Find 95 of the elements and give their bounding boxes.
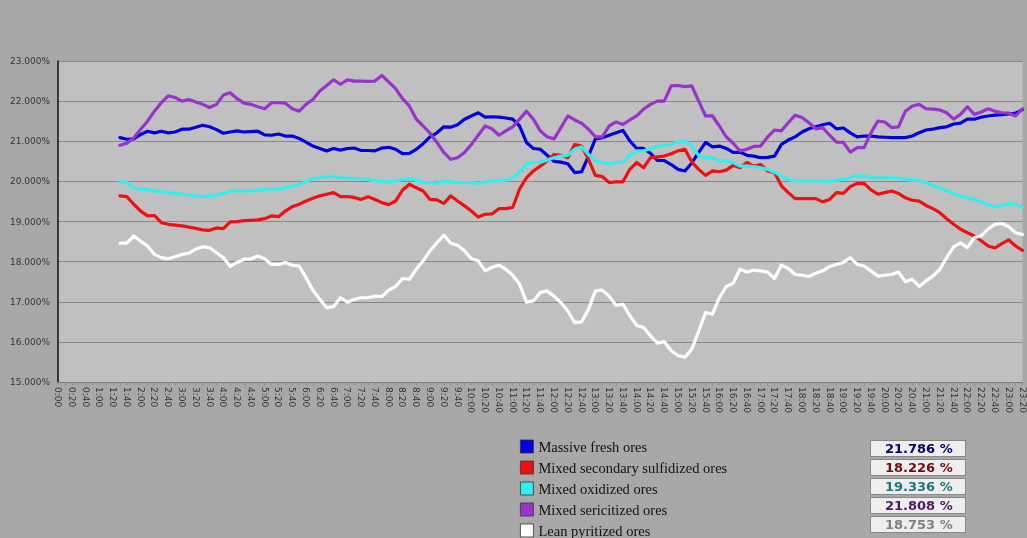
x-tick-label: 0:40	[80, 387, 91, 408]
x-tick-label: 0:20	[66, 387, 77, 408]
x-tick-label: 23:00	[1003, 387, 1014, 414]
x-tick-label: 10:00	[466, 387, 477, 414]
y-tick-label: 18.000%	[9, 256, 51, 267]
x-tick-label: 12:20	[562, 387, 573, 414]
x-tick-label: 16:00	[714, 387, 725, 414]
x-tick-label: 11:40	[535, 387, 546, 414]
x-tick-label: 20:00	[879, 387, 890, 414]
x-tick-label: 11:00	[507, 387, 518, 414]
x-tick-label: 8:20	[397, 387, 408, 408]
x-tick-label: 7:20	[356, 387, 367, 408]
x-tick-label: 5:20	[273, 387, 284, 408]
text: 21.808 %	[885, 498, 953, 513]
x-tick-label: 12:00	[549, 387, 560, 414]
x-tick-label: 9:20	[438, 387, 449, 408]
legend-label: Lean pyritized ores	[538, 522, 651, 538]
x-tick-label: 22:20	[976, 387, 987, 414]
x-tick-label: 1:20	[108, 387, 119, 408]
x-tick-label: 0:00	[53, 387, 63, 408]
x-tick-label: 9:40	[452, 387, 463, 408]
x-tick-label: 15:40	[700, 387, 711, 414]
x-tick-label: 2:40	[163, 387, 174, 408]
legend-label: Mixed oxidized ores	[538, 480, 658, 497]
x-tick-label: 4:00	[218, 387, 229, 408]
legend-label: Massive fresh ores	[538, 438, 648, 455]
x-tick-label: 12:40	[576, 387, 587, 414]
x-tick-label: 1:40	[121, 387, 132, 408]
x-tick-label: 3:20	[190, 387, 201, 408]
y-tick-label: 15.000%	[9, 377, 51, 387]
x-tick-label: 22:40	[989, 387, 1000, 414]
x-tick-label: 8:00	[383, 387, 394, 408]
x-tick-label: 20:20	[893, 387, 904, 414]
legend-label: Mixed secondary sulfidized ores	[538, 459, 728, 476]
x-tick-label: 6:20	[314, 387, 325, 408]
x-tick-label: 1:00	[94, 387, 105, 408]
text: 19.336 %	[885, 479, 953, 494]
x-tick-label: 19:00	[838, 387, 849, 414]
x-tick-label: 7:00	[342, 387, 353, 408]
y-tick-label: 17.000%	[9, 296, 51, 307]
x-tick-label: 21:20	[934, 387, 945, 414]
line-series	[118, 139, 1025, 210]
x-tick-label: 16:40	[741, 387, 752, 414]
x-tick-label: 23:20	[1017, 387, 1027, 414]
x-tick-label: 3:40	[204, 387, 215, 408]
y-tick-label: 21.000%	[9, 136, 51, 147]
x-tick-label: 21:00	[921, 387, 932, 414]
x-tick-label: 16:20	[728, 387, 739, 414]
x-tick-label: 2:00	[135, 387, 146, 408]
x-tick-label: 18:00	[797, 387, 808, 414]
x-tick-label: 14:40	[659, 387, 670, 414]
x-tick-label: 14:00	[631, 387, 642, 414]
legend-label: Mixed sericitized ores	[538, 501, 668, 518]
x-tick-label: 15:00	[673, 387, 684, 414]
x-tick-label: 2:20	[149, 387, 160, 408]
x-tick-label: 20:40	[907, 387, 918, 414]
y-tick-label: 19.000%	[9, 216, 51, 227]
x-tick-label: 10:40	[493, 387, 504, 414]
x-tick-label: 17:20	[769, 387, 780, 414]
x-tick-label: 13:40	[617, 387, 628, 414]
x-tick-label: 4:40	[245, 387, 256, 408]
x-tick-label: 15:20	[686, 387, 697, 414]
x-tick-label: 9:00	[425, 387, 436, 408]
x-tick-label: 22:00	[962, 387, 973, 414]
line-series	[118, 73, 1025, 161]
x-tick-label: 19:20	[852, 387, 863, 414]
x-tick-label: 18:20	[810, 387, 821, 414]
text: 18.226 %	[885, 460, 953, 475]
x-tick-label: 8:40	[411, 387, 422, 408]
x-tick-label: 21:40	[948, 387, 959, 414]
x-tick-label: 13:20	[604, 387, 615, 414]
x-tick-label: 7:40	[369, 387, 380, 408]
y-tick-label: 20.000%	[9, 176, 51, 187]
x-tick-label: 6:00	[301, 387, 312, 408]
y-tick-label: 23.000%	[9, 56, 51, 66]
x-tick-label: 14:20	[645, 387, 656, 414]
x-tick-label: 18:40	[824, 387, 835, 414]
x-tick-label: 3:00	[177, 387, 188, 408]
line-series	[118, 107, 1025, 175]
x-tick-label: 5:00	[259, 387, 270, 408]
x-tick-label: 5:40	[287, 387, 298, 408]
x-tick-label: 17:00	[755, 387, 766, 414]
x-tick-label: 10:20	[480, 387, 491, 414]
x-tick-label: 11:20	[521, 387, 532, 414]
x-tick-label: 19:40	[865, 387, 876, 414]
x-tick-label: 17:40	[783, 387, 794, 414]
line-series	[118, 221, 1025, 359]
y-tick-label: 16.000%	[9, 336, 51, 347]
x-tick-label: 6:40	[328, 387, 339, 408]
x-tick-label: 13:00	[590, 387, 601, 414]
text: 21.786 %	[885, 441, 953, 456]
line-series	[118, 142, 1025, 252]
x-tick-label: 4:20	[232, 387, 243, 408]
text: 18.753 %	[885, 517, 953, 532]
y-tick-label: 22.000%	[9, 96, 51, 107]
